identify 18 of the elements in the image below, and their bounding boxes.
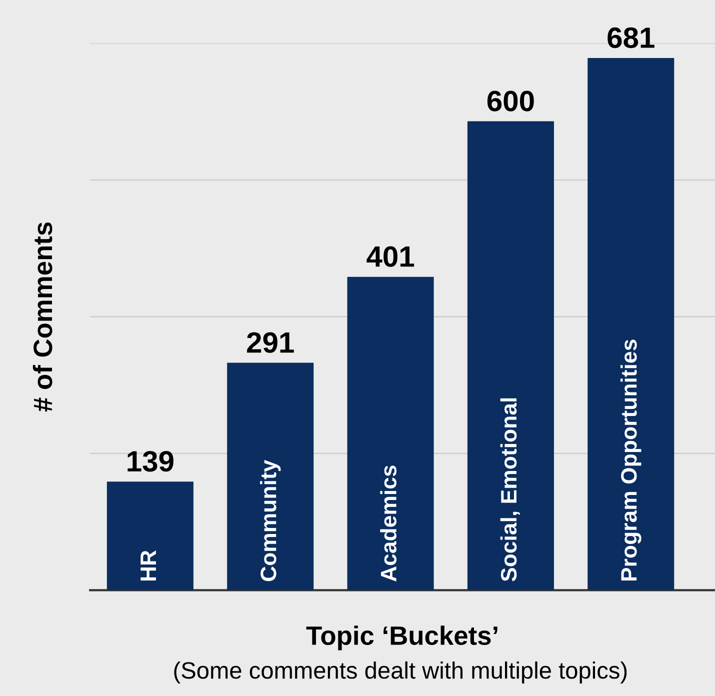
bar [347, 276, 434, 590]
data-label: 600 [487, 90, 534, 112]
x-tick-label: HR [140, 550, 156, 581]
data-label: 291 [247, 332, 294, 353]
bar [588, 58, 674, 590]
x-tick-label: Social, Emotional [500, 398, 520, 582]
bar [467, 121, 554, 590]
x-axis-title: Topic ‘Buckets’ [306, 626, 498, 650]
bar [227, 362, 314, 590]
y-axis-title: # of Comments [32, 222, 52, 412]
x-tick-label: Program Opportunities [620, 340, 642, 581]
data-label: 139 [128, 450, 174, 472]
data-label: 401 [366, 246, 414, 267]
x-tick-label: Academics [380, 466, 396, 582]
bar [106, 482, 194, 590]
x-tick-label: Community [260, 460, 281, 582]
data-label: 681 [608, 27, 654, 48]
text: (Some comments dealt with multiple topics) [174, 661, 627, 684]
